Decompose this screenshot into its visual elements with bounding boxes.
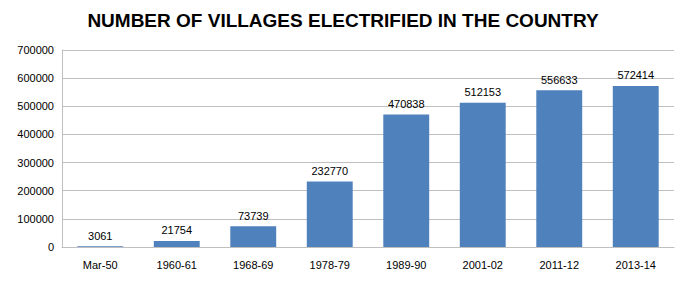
svg-text:556633: 556633 (541, 74, 578, 86)
svg-text:232770: 232770 (311, 165, 348, 177)
svg-text:2011-12: 2011-12 (539, 259, 579, 271)
svg-text:600000: 600000 (17, 72, 54, 84)
svg-text:0: 0 (48, 241, 54, 253)
svg-text:NUMBER OF VILLAGES ELECTRIFIED: NUMBER OF VILLAGES ELECTRIFIED IN THE CO… (87, 10, 599, 31)
svg-text:2001-02: 2001-02 (463, 259, 503, 271)
svg-text:1968-69: 1968-69 (233, 259, 273, 271)
svg-text:21754: 21754 (161, 224, 192, 236)
svg-text:572414: 572414 (617, 69, 654, 81)
svg-text:3061: 3061 (88, 230, 112, 242)
svg-text:1960-61: 1960-61 (157, 259, 197, 271)
svg-text:73739: 73739 (238, 210, 269, 222)
svg-text:2013-14: 2013-14 (616, 259, 656, 271)
svg-text:700000: 700000 (17, 44, 54, 56)
svg-text:470838: 470838 (388, 98, 425, 110)
svg-text:500000: 500000 (17, 100, 54, 112)
svg-text:Mar-50: Mar-50 (83, 259, 118, 271)
svg-text:100000: 100000 (17, 213, 54, 225)
svg-text:300000: 300000 (17, 157, 54, 169)
svg-text:1978-79: 1978-79 (310, 259, 350, 271)
svg-text:512153: 512153 (464, 86, 501, 98)
svg-text:200000: 200000 (17, 185, 54, 197)
svg-text:400000: 400000 (17, 128, 54, 140)
svg-text:1989-90: 1989-90 (386, 259, 426, 271)
